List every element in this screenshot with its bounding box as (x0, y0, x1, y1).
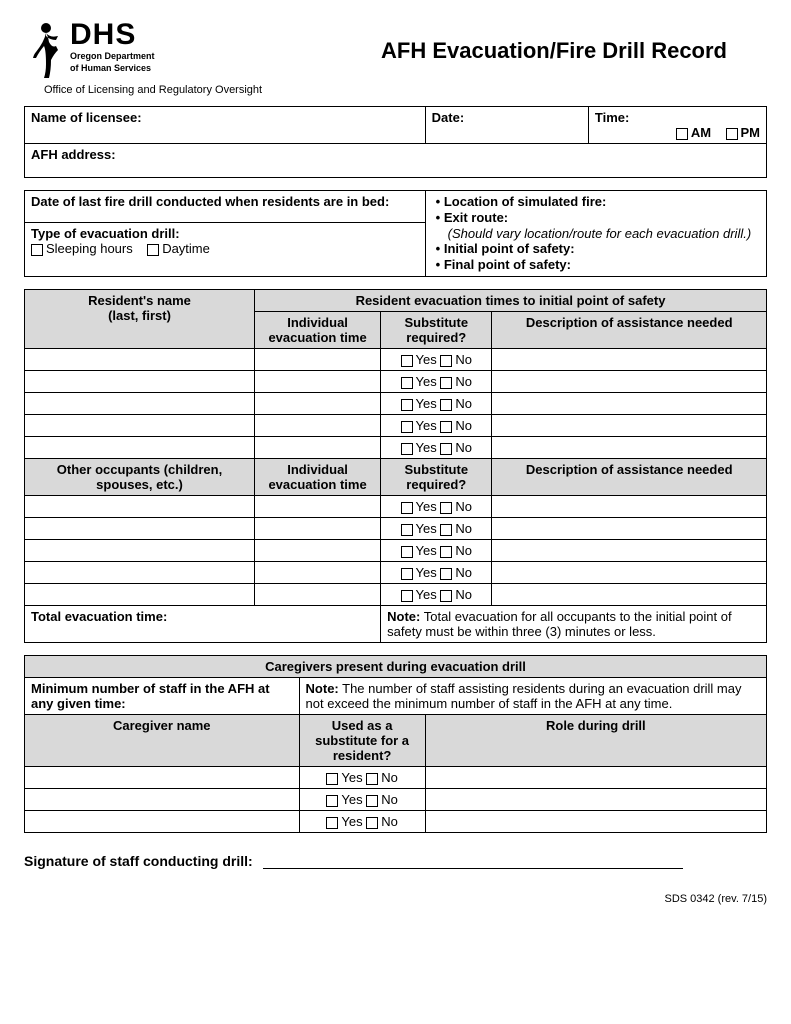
header: DHS Oregon Department of Human Services … (24, 20, 767, 80)
drill-details-table: Date of last fire drill conducted when r… (24, 190, 767, 277)
yes-checkbox[interactable] (401, 421, 413, 433)
no-checkbox[interactable] (366, 795, 378, 807)
no-checkbox[interactable] (440, 590, 452, 602)
location-label: Location of simulated fire: (444, 194, 607, 209)
address-label[interactable]: AFH address: (25, 144, 767, 178)
drill-type-cell[interactable]: Type of evacuation drill: Sleeping hours… (25, 223, 426, 277)
yes-checkbox[interactable] (401, 524, 413, 536)
yes-checkbox[interactable] (326, 795, 338, 807)
no-checkbox[interactable] (440, 421, 452, 433)
table-row: Yes No (25, 437, 767, 459)
indiv-time-header2: Individual evacuation time (255, 459, 381, 496)
resident-name-header: Resident's name (last, first) (25, 290, 255, 349)
table-row: Yes No (25, 415, 767, 437)
licensee-table: Name of licensee: Date: Time: AM PM AFH … (24, 106, 767, 178)
yes-checkbox[interactable] (326, 773, 338, 785)
table-row: Yes No (25, 767, 767, 789)
yes-checkbox[interactable] (326, 817, 338, 829)
logo-line1: Oregon Department (70, 52, 155, 62)
substitute-header2: Substitute required? (381, 459, 492, 496)
signature-label: Signature of staff conducting drill: (24, 853, 253, 869)
no-checkbox[interactable] (440, 502, 452, 514)
yes-checkbox[interactable] (401, 443, 413, 455)
signature-line[interactable] (263, 868, 683, 869)
no-checkbox[interactable] (440, 524, 452, 536)
yes-checkbox[interactable] (401, 399, 413, 411)
table-row: Yes No (25, 811, 767, 833)
final-safety-label: Final point of safety: (444, 257, 571, 272)
caregiver-note: Note: The number of staff assisting resi… (299, 678, 766, 715)
yes-checkbox[interactable] (401, 355, 413, 367)
page-title: AFH Evacuation/Fire Drill Record (381, 38, 727, 64)
yes-checkbox[interactable] (401, 546, 413, 558)
initial-safety-label: Initial point of safety: (444, 241, 575, 256)
no-checkbox[interactable] (440, 568, 452, 580)
total-evac-label[interactable]: Total evacuation time: (25, 606, 381, 643)
date-label[interactable]: Date: (425, 107, 588, 144)
no-checkbox[interactable] (440, 399, 452, 411)
indiv-time-header: Individual evacuation time (255, 312, 381, 349)
table-row: Yes No (25, 540, 767, 562)
no-checkbox[interactable] (440, 355, 452, 367)
caregiver-role-header: Role during drill (425, 715, 766, 767)
min-staff-label[interactable]: Minimum number of staff in the AFH at an… (25, 678, 300, 715)
assistance-header: Description of assistance needed (492, 312, 767, 349)
substitute-header: Substitute required? (381, 312, 492, 349)
time-cell[interactable]: Time: AM PM (588, 107, 766, 144)
caregiver-name-header: Caregiver name (25, 715, 300, 767)
table-row: Yes No (25, 584, 767, 606)
yes-checkbox[interactable] (401, 377, 413, 389)
table-row: Yes No (25, 393, 767, 415)
table-row: Yes No (25, 349, 767, 371)
yes-checkbox[interactable] (401, 590, 413, 602)
pm-label: PM (741, 125, 761, 140)
other-occupants-header: Other occupants (children, spouses, etc.… (25, 459, 255, 496)
dhs-person-icon (24, 20, 64, 80)
last-drill-label[interactable]: Date of last fire drill conducted when r… (25, 191, 426, 223)
location-cell[interactable]: Location of simulated fire: Exit route: … (425, 191, 766, 277)
evac-times-header: Resident evacuation times to initial poi… (255, 290, 767, 312)
no-checkbox[interactable] (366, 773, 378, 785)
no-checkbox[interactable] (440, 377, 452, 389)
yes-checkbox[interactable] (401, 568, 413, 580)
yes-checkbox[interactable] (401, 502, 413, 514)
licensee-label[interactable]: Name of licensee: (25, 107, 426, 144)
sleeping-checkbox[interactable] (31, 244, 43, 256)
table-row: Yes No (25, 562, 767, 584)
sleeping-label: Sleeping hours (46, 241, 133, 256)
logo: DHS Oregon Department of Human Services (24, 20, 155, 80)
office-subtitle: Office of Licensing and Regulatory Overs… (44, 84, 767, 96)
daytime-label: Daytime (162, 241, 210, 256)
logo-acronym: DHS (70, 20, 155, 50)
logo-line2: of Human Services (70, 64, 155, 74)
signature-row: Signature of staff conducting drill: (24, 853, 767, 869)
caregivers-table: Caregivers present during evacuation dri… (24, 655, 767, 833)
time-label: Time: (595, 110, 629, 125)
no-checkbox[interactable] (440, 443, 452, 455)
am-checkbox[interactable] (676, 128, 688, 140)
no-checkbox[interactable] (366, 817, 378, 829)
form-footer: SDS 0342 (rev. 7/15) (24, 893, 767, 905)
table-row: Yes No (25, 496, 767, 518)
exit-label: Exit route: (444, 210, 508, 225)
pm-checkbox[interactable] (726, 128, 738, 140)
am-label: AM (691, 125, 711, 140)
table-row: Yes No (25, 518, 767, 540)
vary-note: (Should vary location/route for each eva… (432, 226, 760, 241)
caregiver-sub-header: Used as a substitute for a resident? (299, 715, 425, 767)
daytime-checkbox[interactable] (147, 244, 159, 256)
table-row: Yes No (25, 371, 767, 393)
drill-type-label: Type of evacuation drill: (31, 226, 180, 241)
total-note: Note: Total evacuation for all occupants… (381, 606, 767, 643)
residents-table: Resident's name (last, first) Resident e… (24, 289, 767, 643)
table-row: Yes No (25, 789, 767, 811)
no-checkbox[interactable] (440, 546, 452, 558)
assistance-header2: Description of assistance needed (492, 459, 767, 496)
caregivers-header: Caregivers present during evacuation dri… (25, 656, 767, 678)
